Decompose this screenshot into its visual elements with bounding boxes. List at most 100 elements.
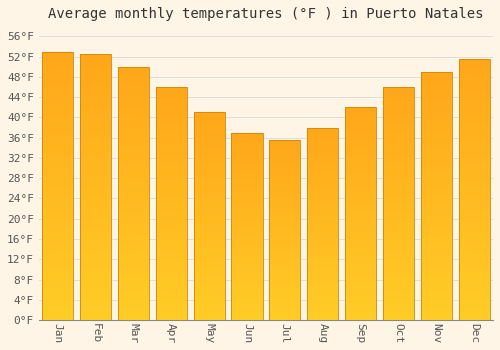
- Bar: [383, 92, 414, 96]
- Bar: [156, 306, 187, 311]
- Bar: [118, 178, 149, 183]
- Bar: [118, 148, 149, 153]
- Bar: [194, 158, 224, 162]
- Bar: [270, 140, 300, 320]
- Bar: [42, 266, 74, 272]
- Bar: [118, 92, 149, 97]
- Bar: [458, 242, 490, 247]
- Bar: [232, 260, 262, 264]
- Bar: [458, 111, 490, 117]
- Bar: [194, 154, 224, 158]
- Bar: [458, 226, 490, 231]
- Bar: [80, 171, 111, 176]
- Bar: [270, 158, 300, 162]
- Bar: [421, 216, 452, 221]
- Bar: [232, 230, 262, 234]
- Bar: [156, 143, 187, 148]
- Bar: [458, 252, 490, 258]
- Bar: [42, 170, 74, 175]
- Bar: [156, 255, 187, 259]
- Bar: [118, 274, 149, 280]
- Bar: [232, 316, 262, 320]
- Bar: [118, 315, 149, 320]
- Bar: [345, 137, 376, 141]
- Bar: [383, 264, 414, 269]
- Bar: [194, 133, 224, 137]
- Bar: [194, 187, 224, 191]
- Bar: [345, 282, 376, 286]
- Bar: [42, 304, 74, 309]
- Bar: [232, 238, 262, 241]
- Bar: [458, 247, 490, 252]
- Bar: [270, 191, 300, 194]
- Bar: [458, 231, 490, 237]
- Bar: [232, 275, 262, 279]
- Bar: [42, 181, 74, 186]
- Bar: [345, 188, 376, 193]
- Bar: [421, 240, 452, 246]
- Bar: [80, 54, 111, 60]
- Bar: [307, 231, 338, 235]
- Bar: [421, 151, 452, 156]
- Bar: [118, 72, 149, 77]
- Bar: [307, 316, 338, 320]
- Bar: [307, 308, 338, 312]
- Bar: [421, 290, 452, 295]
- Bar: [232, 208, 262, 211]
- Bar: [232, 189, 262, 192]
- Bar: [307, 197, 338, 201]
- Bar: [156, 264, 187, 269]
- Bar: [383, 152, 414, 157]
- Bar: [42, 315, 74, 320]
- Bar: [383, 245, 414, 250]
- Bar: [270, 266, 300, 270]
- Bar: [270, 255, 300, 259]
- Bar: [156, 222, 187, 227]
- Bar: [156, 236, 187, 241]
- Bar: [80, 304, 111, 309]
- Bar: [270, 209, 300, 212]
- Bar: [42, 51, 74, 57]
- Bar: [80, 182, 111, 187]
- Bar: [307, 127, 338, 131]
- Bar: [42, 245, 74, 250]
- Bar: [118, 285, 149, 290]
- Bar: [307, 177, 338, 181]
- Bar: [458, 153, 490, 158]
- Bar: [42, 132, 74, 138]
- Bar: [232, 155, 262, 159]
- Bar: [345, 265, 376, 269]
- Bar: [232, 226, 262, 230]
- Bar: [80, 187, 111, 192]
- Bar: [307, 278, 338, 281]
- Bar: [156, 162, 187, 166]
- Bar: [118, 204, 149, 209]
- Bar: [458, 216, 490, 221]
- Bar: [232, 267, 262, 271]
- Bar: [80, 261, 111, 267]
- Bar: [458, 278, 490, 284]
- Bar: [421, 196, 452, 201]
- Bar: [42, 105, 74, 111]
- Bar: [118, 219, 149, 224]
- Bar: [345, 180, 376, 184]
- Bar: [307, 135, 338, 139]
- Bar: [307, 170, 338, 174]
- Bar: [156, 185, 187, 190]
- Bar: [421, 171, 452, 176]
- Bar: [421, 131, 452, 136]
- Bar: [194, 224, 224, 229]
- Bar: [80, 309, 111, 315]
- Bar: [42, 51, 74, 320]
- Bar: [194, 233, 224, 237]
- Bar: [194, 266, 224, 270]
- Bar: [270, 291, 300, 295]
- Bar: [42, 191, 74, 197]
- Bar: [118, 249, 149, 254]
- Bar: [118, 209, 149, 214]
- Bar: [458, 91, 490, 96]
- Bar: [194, 229, 224, 233]
- Bar: [458, 122, 490, 127]
- Bar: [270, 234, 300, 237]
- Bar: [118, 97, 149, 102]
